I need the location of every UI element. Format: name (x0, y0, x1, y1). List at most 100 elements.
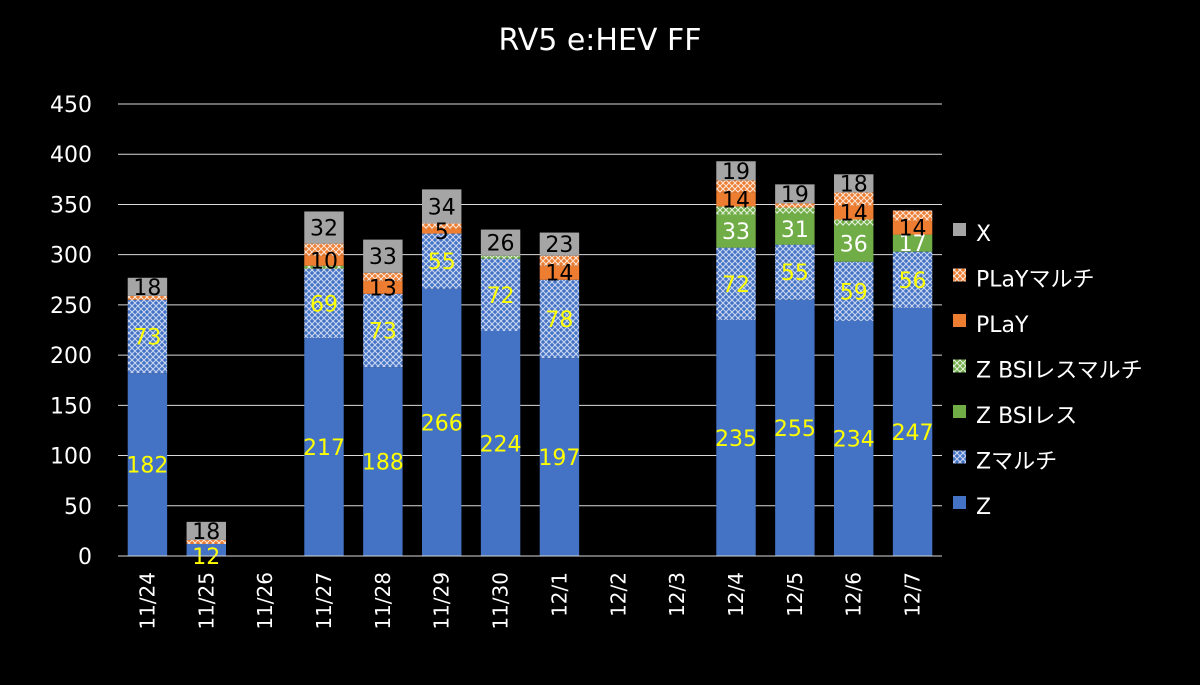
data-label: 32 (310, 217, 338, 242)
data-label: 247 (892, 421, 934, 446)
legend-swatch (953, 450, 966, 464)
x-tick-label: 12/4 (724, 572, 748, 617)
y-tick-label: 200 (50, 344, 92, 369)
y-tick-label: 100 (50, 445, 92, 470)
data-label: 31 (781, 218, 809, 243)
bar-segment (716, 206, 756, 215)
y-tick-label: 350 (50, 193, 92, 218)
bar-segment (539, 265, 580, 280)
bar-segment (892, 220, 933, 235)
y-tick-label: 450 (50, 93, 92, 118)
x-tick-label: 12/1 (547, 572, 571, 617)
data-label: 5 (435, 220, 449, 245)
bar-segment (716, 192, 756, 207)
legend: X PLaYマルチ PLaY Z BSIレスマルチ Z BSIレス Zマルチ Z (953, 222, 1143, 520)
bar-segment (421, 228, 462, 234)
bar-segment (892, 210, 933, 221)
legend-label: Z BSIレスマルチ (976, 359, 1143, 384)
x-tick-label: 12/3 (665, 572, 689, 617)
data-label: 234 (833, 427, 875, 452)
bar-segment (833, 219, 874, 226)
data-label: 78 (545, 308, 573, 333)
data-label: 13 (369, 276, 397, 301)
data-label: 72 (487, 284, 515, 309)
bar-segment (363, 280, 403, 294)
data-label: 56 (899, 269, 927, 294)
legend-label: Zマルチ (976, 450, 1057, 475)
chart-title: RV5 e:HEV FF (499, 23, 702, 58)
legend-swatch (953, 223, 966, 236)
bar-segment (892, 307, 933, 556)
data-label: 14 (899, 217, 927, 242)
bar-segment (892, 234, 933, 252)
bar-segment (304, 268, 344, 339)
y-tick-label: 250 (50, 294, 92, 319)
bar-segment (833, 261, 874, 321)
data-label: 217 (303, 436, 345, 461)
y-tick-label: 0 (78, 545, 92, 570)
data-label: 182 (126, 454, 168, 479)
data-label: 197 (538, 446, 580, 471)
data-label: 188 (362, 451, 404, 476)
data-label: 72 (722, 273, 750, 298)
data-label: 59 (840, 280, 868, 305)
data-label: 266 (421, 411, 463, 436)
data-label: 19 (781, 183, 809, 208)
legend-swatch (953, 314, 966, 327)
legend-label: PLaYマルチ (976, 268, 1094, 293)
bar-segment (304, 243, 344, 256)
y-tick-label: 300 (50, 244, 92, 269)
bar-segment (833, 205, 874, 220)
legend-label: X (976, 222, 991, 247)
legend-swatch (953, 405, 966, 418)
data-label: 33 (722, 220, 750, 245)
legend-label: Z (976, 495, 991, 520)
bar-segment (186, 521, 227, 540)
x-tick-label: 12/2 (606, 572, 630, 617)
bar-segment (716, 161, 756, 181)
data-label: 26 (487, 232, 515, 257)
bar-segment (775, 207, 815, 214)
bar-segment (304, 338, 344, 556)
data-label: 12 (192, 545, 220, 570)
legend-label: PLaY (976, 313, 1029, 338)
bar-segment (480, 258, 521, 332)
data-label: 17 (899, 232, 927, 257)
bar-segment (127, 299, 168, 374)
data-labels-layer: 1827318121821769103218873133326655534224… (126, 160, 933, 570)
bar-segment (892, 251, 933, 308)
data-label: 23 (545, 233, 573, 258)
bar-segment (421, 233, 462, 289)
x-tick-label: 12/6 (842, 572, 866, 617)
data-label: 10 (310, 250, 338, 275)
bar-segment (363, 293, 403, 368)
bar-segment (127, 277, 168, 296)
bar-segment (775, 299, 815, 556)
bar-segment (363, 239, 403, 273)
bar-segment (775, 244, 815, 300)
legend-label: Z BSIレス (976, 404, 1077, 429)
bar-segment (304, 265, 344, 269)
bar-segment (363, 367, 403, 556)
bar-segment (127, 295, 168, 300)
data-label: 14 (722, 188, 750, 213)
bar-segment (421, 223, 462, 229)
data-label: 73 (369, 320, 397, 345)
y-tick-label: 400 (50, 143, 92, 168)
bar-segment (127, 373, 168, 556)
bar-segment (480, 229, 521, 256)
data-label: 55 (428, 250, 456, 275)
data-label: 18 (840, 172, 868, 197)
y-tick-label: 150 (50, 394, 92, 419)
bar-segment (186, 543, 227, 556)
data-label: 33 (369, 245, 397, 270)
bar-segment (304, 255, 344, 266)
bar-segment (833, 192, 874, 206)
bar-segment (775, 184, 815, 204)
bar-segment (539, 255, 580, 266)
bar-segment (716, 319, 756, 556)
bar-segment (539, 279, 580, 359)
bar-segment (480, 331, 521, 556)
x-tick-label: 11/24 (135, 572, 159, 630)
